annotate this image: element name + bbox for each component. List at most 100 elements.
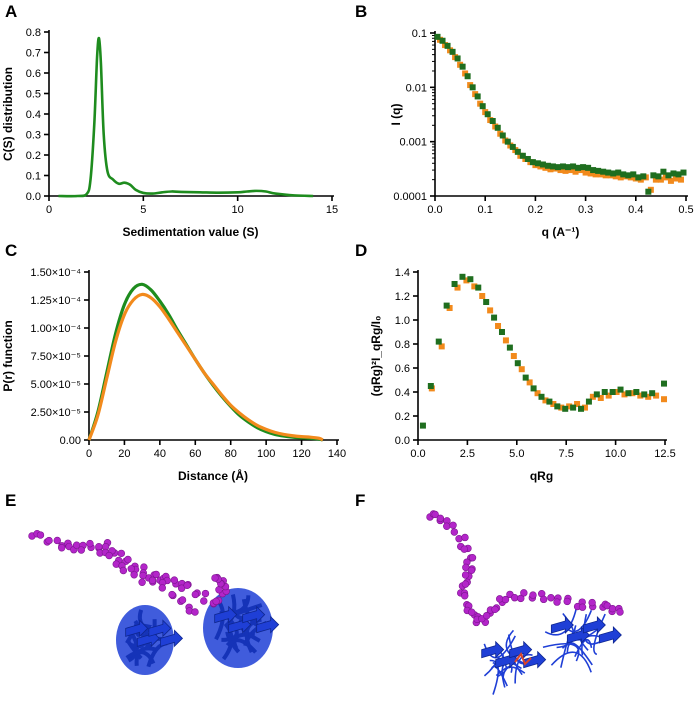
bead bbox=[178, 596, 187, 604]
data-point-green bbox=[544, 162, 551, 169]
bead bbox=[212, 597, 220, 606]
x-tick-label: 0.5 bbox=[678, 204, 693, 216]
panel-label-b: B bbox=[355, 2, 367, 21]
data-point-orange bbox=[495, 323, 502, 329]
data-point-orange bbox=[572, 168, 579, 175]
bead bbox=[539, 595, 548, 604]
data-point-green bbox=[650, 172, 657, 179]
x-axis-label: Distance (Å) bbox=[178, 468, 248, 483]
structure-model-f bbox=[426, 510, 624, 695]
data-point-green bbox=[419, 422, 426, 429]
data-point-green bbox=[474, 93, 481, 100]
data-point-orange bbox=[597, 395, 604, 401]
bead bbox=[467, 608, 476, 616]
data-point-orange bbox=[479, 293, 486, 299]
bead bbox=[461, 592, 469, 600]
panel-label-d: D bbox=[355, 241, 367, 260]
x-tick-label: 80 bbox=[225, 448, 237, 460]
bead bbox=[117, 549, 126, 558]
data-point-green bbox=[454, 55, 461, 62]
bead bbox=[158, 584, 166, 592]
data-point-green bbox=[449, 48, 456, 55]
data-point-green bbox=[506, 344, 513, 351]
x-tick-label: 0.3 bbox=[578, 204, 593, 216]
bead bbox=[449, 521, 457, 529]
protein-ribbon bbox=[225, 638, 258, 654]
bead bbox=[443, 522, 451, 530]
data-point-green bbox=[484, 111, 491, 118]
data-point-orange bbox=[629, 390, 636, 397]
data-point-orange bbox=[645, 393, 652, 400]
data-point-orange bbox=[558, 404, 565, 411]
data-point-green bbox=[491, 314, 498, 321]
data-point-green bbox=[483, 299, 490, 305]
bead bbox=[45, 536, 53, 545]
protein-strand bbox=[256, 615, 280, 634]
data-point-orange bbox=[582, 169, 589, 176]
bead bbox=[616, 608, 624, 616]
data-point-orange bbox=[550, 401, 557, 407]
protein-strand bbox=[582, 616, 606, 634]
data-point-green bbox=[680, 169, 687, 176]
protein-ribbon bbox=[514, 653, 533, 684]
data-point-orange bbox=[613, 389, 620, 395]
bead bbox=[461, 580, 470, 588]
bead bbox=[201, 589, 210, 598]
bead bbox=[95, 543, 103, 551]
protein-strand bbox=[214, 605, 238, 624]
x-tick-label: 0.2 bbox=[528, 204, 543, 216]
x-tick-label: 40 bbox=[154, 448, 166, 460]
x-axis-label: q (A⁻¹) bbox=[542, 225, 580, 239]
data-point-green bbox=[649, 390, 656, 397]
data-point-green bbox=[530, 385, 537, 392]
bead bbox=[547, 594, 555, 602]
data-point-green bbox=[549, 163, 556, 170]
data-point-green bbox=[661, 380, 668, 387]
bead bbox=[436, 514, 445, 523]
y-tick-label: 0.4 bbox=[395, 387, 410, 399]
bead bbox=[483, 611, 491, 620]
data-point-green bbox=[580, 164, 587, 171]
data-point-green bbox=[600, 168, 607, 175]
data-point-green bbox=[546, 398, 553, 405]
bead bbox=[58, 544, 66, 552]
data-point-orange bbox=[502, 337, 509, 344]
data-point-green bbox=[489, 118, 496, 125]
bead bbox=[460, 545, 468, 553]
data-point-green bbox=[522, 374, 529, 381]
data-point-green bbox=[665, 172, 672, 179]
chart-a-sedimentation: 0 5 10 15 0.0 0.1 0.2 0.3 0.4 0.5 0.6 0.7 0.8 Sedimen… bbox=[1, 27, 338, 239]
x-tick-label: 100 bbox=[257, 448, 275, 460]
data-point-orange bbox=[677, 176, 684, 183]
y-tick-label: 0.1 bbox=[26, 171, 41, 183]
data-point-green bbox=[435, 338, 442, 345]
y-tick-label: 0.1 bbox=[412, 28, 427, 40]
data-point-green bbox=[609, 389, 616, 395]
data-point-green bbox=[620, 171, 627, 178]
bead bbox=[491, 605, 499, 614]
bead bbox=[168, 590, 176, 599]
protein-ribbon bbox=[489, 659, 499, 695]
bead bbox=[462, 563, 470, 572]
bead bbox=[53, 536, 61, 545]
data-point-green bbox=[565, 164, 572, 171]
data-point-orange bbox=[652, 176, 659, 183]
data-point-green bbox=[443, 302, 450, 309]
data-point-green bbox=[645, 188, 652, 195]
data-point-green bbox=[660, 168, 667, 175]
bead bbox=[138, 578, 146, 586]
x-tick-label: 0.0 bbox=[410, 448, 425, 460]
x-tick-label: 120 bbox=[292, 448, 310, 460]
data-point-green bbox=[601, 389, 608, 395]
x-tick-label: 0.4 bbox=[628, 204, 643, 216]
protein-ribbon bbox=[490, 665, 508, 687]
y-tick-label: 7.50×10⁻⁵ bbox=[31, 351, 81, 363]
bead bbox=[450, 528, 459, 536]
bead bbox=[510, 594, 519, 602]
bead bbox=[191, 608, 199, 616]
data-point-green bbox=[504, 138, 511, 145]
x-tick-label: 10.0 bbox=[605, 448, 626, 460]
x-tick-label: 60 bbox=[189, 448, 201, 460]
data-point-green bbox=[469, 84, 476, 91]
